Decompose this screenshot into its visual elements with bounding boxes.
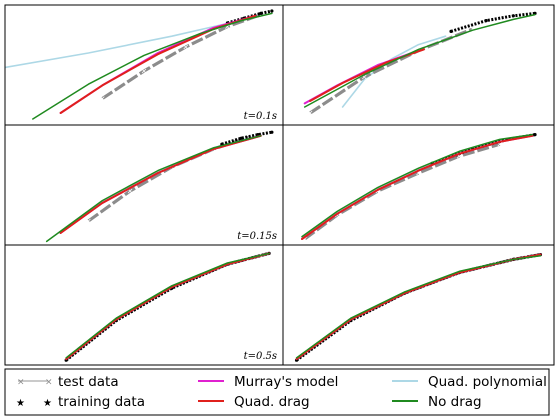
legend-label-no-drag: No drag xyxy=(428,394,482,410)
panel-1-series-training-data-point-4 xyxy=(270,9,274,13)
panel-grid: t=0.1s t=0.15s t=0.5s xyxy=(4,4,555,366)
panel-5-series-no-drag xyxy=(65,252,270,359)
panel-5-label: t=0.5s xyxy=(244,351,277,362)
panel-4-series-quad-drag xyxy=(301,134,534,240)
panel-2-series-training-data-point-2 xyxy=(484,19,488,23)
panel-5-series-quad-drag xyxy=(65,252,271,360)
panel-1-series-training-data-point-3 xyxy=(259,11,263,15)
panel-3-plot-area xyxy=(45,130,274,243)
legend-label-murrays-model: Murray's model xyxy=(234,374,338,390)
panel-2-series-training-data-point-3 xyxy=(511,14,515,18)
panel-5: t=0.5s xyxy=(4,244,284,366)
panel-6-plot-area xyxy=(294,252,543,362)
panel-6-frame xyxy=(282,244,555,366)
panel-4-series-training-data-point-4 xyxy=(533,133,537,137)
legend-frame xyxy=(4,368,550,416)
panel-2-series-quad-polynomial xyxy=(341,35,447,108)
panel-1-series-test-data-point-1 xyxy=(100,96,105,101)
panel-1-plot-area xyxy=(5,9,274,120)
legend-quad-drag: Quad. drag xyxy=(198,394,310,410)
panel-3-series-training-data xyxy=(221,130,273,146)
panel-1-series-test-data-point-2 xyxy=(141,68,147,74)
legend-quad-polynomial: Quad. polynomial xyxy=(392,374,547,390)
panel-4-series-no-drag xyxy=(301,133,534,238)
panel-1-series-test-data-point-3 xyxy=(183,44,188,50)
panel-3: t=0.15s xyxy=(4,124,284,246)
panel-3-series-training-data-point-2 xyxy=(239,136,243,140)
legend-no-drag: No drag xyxy=(392,394,482,410)
panel-4-plot-area xyxy=(301,133,537,242)
panel-2-series-no-drag xyxy=(303,13,536,108)
panel-2-series-training-data-point-1 xyxy=(449,29,453,33)
legend-test-data: × × test data xyxy=(17,374,119,390)
legend-label-test-data: test data xyxy=(58,374,119,390)
panel-2-series-training-data xyxy=(450,11,536,33)
svg-text:★: ★ xyxy=(43,398,52,409)
panel-5-plot-area xyxy=(63,251,272,362)
panel-3-series-test-data-point-1 xyxy=(86,218,91,224)
svg-text:★: ★ xyxy=(16,398,25,409)
panel-3-label: t=0.15s xyxy=(237,231,277,242)
panel-3-series-training-data-point-4 xyxy=(270,130,274,134)
svg-text:×: × xyxy=(17,378,25,388)
legend-label-quad-drag: Quad. drag xyxy=(234,394,310,410)
panel-3-series-no-drag xyxy=(45,135,262,243)
panel-6-series-no-drag xyxy=(295,255,542,359)
panel-2-plot-area xyxy=(303,11,537,116)
legend-label-quad-polynomial: Quad. polynomial xyxy=(428,374,547,390)
legend: × × test data ★ ★ training data Murray's… xyxy=(4,368,550,416)
legend-label-training-data: training data xyxy=(58,394,145,410)
legend-murrays-model: Murray's model xyxy=(198,374,338,390)
panel-6 xyxy=(282,244,555,366)
svg-text:×: × xyxy=(45,378,53,388)
panel-1-label: t=0.1s xyxy=(244,111,277,122)
panel-1-series-no-drag xyxy=(32,12,273,120)
panel-2 xyxy=(282,4,555,126)
panel-3-series-quad-drag xyxy=(59,134,262,234)
legend-training-data: ★ ★ training data xyxy=(16,394,145,410)
panel-2-series-test-data-point-1 xyxy=(307,110,313,116)
panel-4-series-test-data xyxy=(303,142,501,241)
